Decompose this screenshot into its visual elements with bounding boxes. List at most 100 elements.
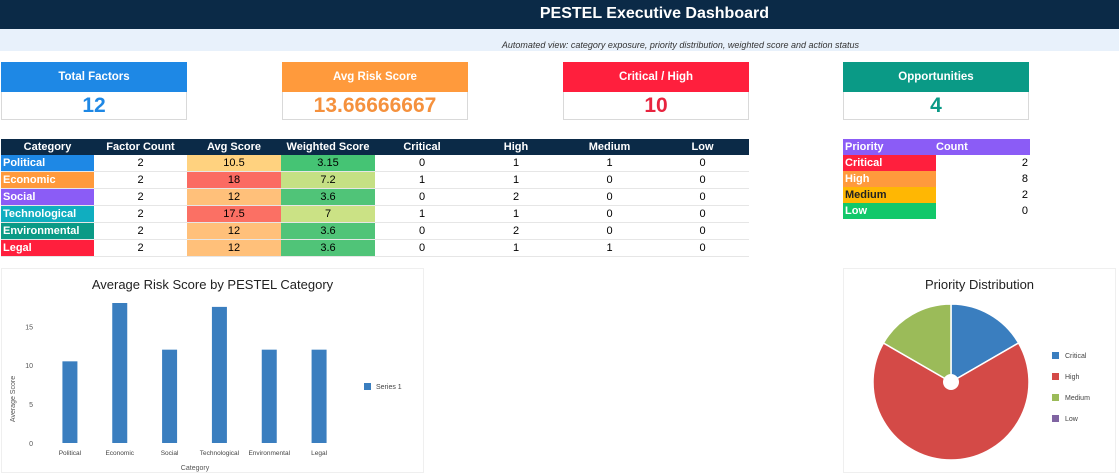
bar-legal	[311, 349, 327, 443]
legend-swatch-low	[1052, 415, 1059, 422]
legend-label-high: High	[1065, 374, 1080, 381]
column-header: Critical	[375, 139, 469, 155]
priority-count: 2	[1021, 189, 1028, 201]
column-header: Category	[1, 139, 94, 155]
kpi-value: 13.66666667	[282, 92, 468, 120]
column-header: Weighted Score	[281, 139, 375, 155]
priority-header: Priority	[843, 139, 936, 155]
table-row: Political 2 10.5 3.15 0 1 1 0	[1, 155, 749, 172]
bar-political	[62, 361, 78, 443]
weighted-score-cell: 3.6	[281, 239, 375, 257]
priority-count: 0	[1021, 205, 1028, 217]
column-header: High	[469, 139, 563, 155]
factor-count-cell: 2	[94, 222, 187, 240]
priority-header-row: Priority Count	[843, 139, 1030, 155]
bar-economic	[112, 303, 128, 443]
bar-chart-card: Average Risk Score by PESTEL Category Av…	[1, 268, 424, 473]
bar-chart-title: Average Risk Score by PESTEL Category	[91, 277, 334, 292]
low-cell: 0	[656, 155, 749, 172]
factor-count-cell: 2	[94, 205, 187, 223]
count-header: Count	[936, 139, 1030, 155]
bar-technological	[211, 306, 227, 443]
table-row: Legal 2 12 3.6 0 1 1 0	[1, 239, 749, 257]
priority-row: Medium 2	[843, 187, 1030, 203]
legend-label-critical: Critical	[1065, 353, 1087, 360]
medium-cell: 1	[563, 155, 656, 172]
medium-cell: 1	[563, 239, 656, 257]
x-tick-label: Political	[59, 450, 82, 457]
pie-chart: Critical High Medium Low	[872, 303, 1090, 461]
priority-row: Low 0	[843, 203, 1030, 219]
category-table: Category Factor Count Avg Score Weighted…	[1, 139, 749, 257]
low-cell: 0	[656, 205, 749, 223]
kpi-avg-risk-score: Avg Risk Score 13.66666667	[282, 62, 468, 120]
avg-score-cell: 17.5	[187, 205, 281, 223]
category-cell: Technological	[1, 205, 94, 223]
priority-row: Critical 2	[843, 155, 1030, 171]
x-tick-label: Technological	[200, 450, 240, 457]
weighted-score-cell: 3.15	[281, 155, 375, 172]
x-axis-label: Category	[181, 465, 210, 472]
priority-count: 2	[1021, 157, 1028, 169]
high-cell: 2	[469, 222, 563, 240]
y-tick-label: 5	[29, 402, 33, 409]
high-cell: 1	[469, 155, 563, 172]
critical-cell: 0	[375, 188, 469, 206]
subtitle-bar: Automated view: category exposure, prior…	[0, 29, 1119, 51]
kpi-value: 4	[843, 92, 1029, 120]
avg-score-cell: 10.5	[187, 155, 281, 172]
table-row: Technological 2 17.5 7 1 1 0 0	[1, 205, 749, 223]
table-header-row: Category Factor Count Avg Score Weighted…	[1, 139, 749, 155]
legend-label-low: Low	[1065, 416, 1079, 423]
column-header: Factor Count	[94, 139, 187, 155]
priority-label: Medium	[843, 187, 936, 203]
legend-label-series-1: Series 1	[376, 384, 402, 391]
pie-center-hole	[943, 374, 959, 390]
low-cell: 0	[656, 239, 749, 257]
legend-swatch-medium	[1052, 394, 1059, 401]
table-row: Social 2 12 3.6 0 2 0 0	[1, 188, 749, 206]
medium-cell: 0	[563, 222, 656, 240]
legend-swatch-high	[1052, 373, 1059, 380]
kpi-label: Total Factors	[1, 62, 187, 92]
kpi-opportunities: Opportunities 4	[843, 62, 1029, 120]
category-cell: Economic	[1, 171, 94, 189]
factor-count-cell: 2	[94, 188, 187, 206]
medium-cell: 0	[563, 205, 656, 223]
weighted-score-cell: 3.6	[281, 222, 375, 240]
table-row: Environmental 2 12 3.6 0 2 0 0	[1, 222, 749, 240]
low-cell: 0	[656, 188, 749, 206]
high-cell: 1	[469, 205, 563, 223]
x-tick-label: Legal	[311, 450, 327, 457]
medium-cell: 0	[563, 188, 656, 206]
x-tick-label: Economic	[105, 450, 134, 457]
x-tick-label: Social	[161, 450, 179, 457]
category-cell: Legal	[1, 239, 94, 257]
bar-environmental	[261, 349, 277, 443]
priority-count: 8	[1021, 173, 1028, 185]
pie-chart-card: Priority Distribution Critical High Medium…	[843, 268, 1116, 473]
priority-label: Critical	[843, 155, 936, 171]
priority-table: Priority Count Critical 2 High 8 Medium …	[843, 139, 1030, 219]
y-axis-label: Average Score	[10, 376, 17, 422]
critical-cell: 0	[375, 155, 469, 172]
y-tick-label: 0	[29, 441, 33, 448]
pie-slice-high	[872, 341, 1030, 461]
title-bar: PESTEL Executive Dashboard	[0, 0, 1119, 29]
bar-chart: Average Score Category 0 5 10 15 Political E…	[10, 303, 402, 472]
column-header: Low	[656, 139, 749, 155]
priority-row: High 8	[843, 171, 1030, 187]
weighted-score-cell: 7.2	[281, 171, 375, 189]
kpi-critical-high: Critical / High 10	[563, 62, 749, 120]
high-cell: 1	[469, 171, 563, 189]
category-cell: Environmental	[1, 222, 94, 240]
table-row: Economic 2 18 7.2 1 1 0 0	[1, 171, 749, 189]
priority-label: Low	[843, 203, 936, 219]
legend-label-medium: Medium	[1065, 395, 1090, 402]
x-tick-label: Environmental	[248, 450, 290, 457]
weighted-score-cell: 7	[281, 205, 375, 223]
column-header: Medium	[563, 139, 656, 155]
category-cell: Social	[1, 188, 94, 206]
avg-score-cell: 12	[187, 239, 281, 257]
medium-cell: 0	[563, 171, 656, 189]
